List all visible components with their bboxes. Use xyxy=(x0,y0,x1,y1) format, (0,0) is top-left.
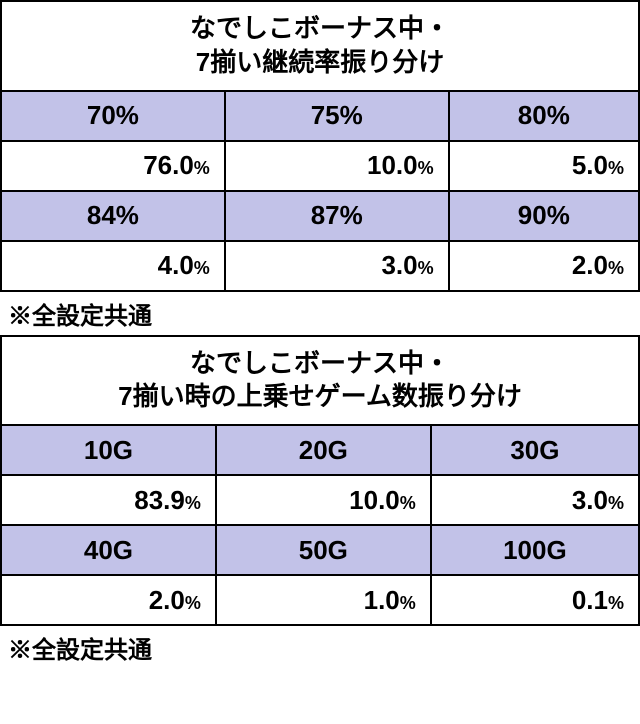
table2-value: 1.0% xyxy=(216,575,431,625)
table1-header: 84% xyxy=(1,191,225,241)
table-row: 10G 20G 30G xyxy=(1,425,639,475)
table1-value: 3.0% xyxy=(225,241,449,291)
table-row: 83.9% 10.0% 3.0% xyxy=(1,475,639,525)
table2-header: 20G xyxy=(216,425,431,475)
table-row: 76.0% 10.0% 5.0% xyxy=(1,141,639,191)
table1-header: 90% xyxy=(449,191,639,241)
table2-value: 10.0% xyxy=(216,475,431,525)
table-row: 70% 75% 80% xyxy=(1,91,639,141)
table1-value: 2.0% xyxy=(449,241,639,291)
table2-title: なでしこボーナス中・ 7揃い時の上乗せゲーム数振り分け xyxy=(0,335,640,425)
table1-header: 70% xyxy=(1,91,225,141)
table2-header: 40G xyxy=(1,525,216,575)
table1-section: なでしこボーナス中・ 7揃い継続率振り分け 70% 75% 80% 76.0% … xyxy=(0,0,640,335)
table1-note: ※全設定共通 xyxy=(0,292,640,335)
table1-value: 4.0% xyxy=(1,241,225,291)
table2-value: 2.0% xyxy=(1,575,216,625)
table1-title: なでしこボーナス中・ 7揃い継続率振り分け xyxy=(0,0,640,90)
table1-header: 80% xyxy=(449,91,639,141)
table1: 70% 75% 80% 76.0% 10.0% 5.0% 84% 87% 90%… xyxy=(0,90,640,292)
table1-title-line2: 7揃い継続率振り分け xyxy=(7,46,633,80)
table2-value: 83.9% xyxy=(1,475,216,525)
table2-header: 100G xyxy=(431,525,639,575)
table2-header: 10G xyxy=(1,425,216,475)
table1-header: 87% xyxy=(225,191,449,241)
table2-title-line1: なでしこボーナス中・ xyxy=(7,347,633,381)
table2-header: 30G xyxy=(431,425,639,475)
table1-value: 10.0% xyxy=(225,141,449,191)
table1-title-line1: なでしこボーナス中・ xyxy=(7,12,633,46)
table-row: 4.0% 3.0% 2.0% xyxy=(1,241,639,291)
table2-value: 0.1% xyxy=(431,575,639,625)
table-row: 40G 50G 100G xyxy=(1,525,639,575)
table1-value: 76.0% xyxy=(1,141,225,191)
table1-header: 75% xyxy=(225,91,449,141)
table-row: 2.0% 1.0% 0.1% xyxy=(1,575,639,625)
table2-section: なでしこボーナス中・ 7揃い時の上乗せゲーム数振り分け 10G 20G 30G … xyxy=(0,335,640,670)
table2: 10G 20G 30G 83.9% 10.0% 3.0% 40G 50G 100… xyxy=(0,424,640,626)
table2-note: ※全設定共通 xyxy=(0,626,640,669)
table-row: 84% 87% 90% xyxy=(1,191,639,241)
table2-title-line2: 7揃い時の上乗せゲーム数振り分け xyxy=(7,380,633,414)
table2-value: 3.0% xyxy=(431,475,639,525)
table1-value: 5.0% xyxy=(449,141,639,191)
table2-header: 50G xyxy=(216,525,431,575)
